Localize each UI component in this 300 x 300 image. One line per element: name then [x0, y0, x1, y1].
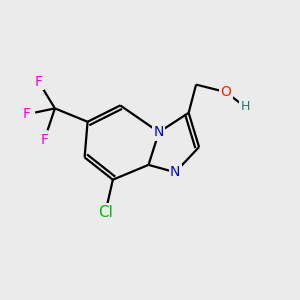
Text: N: N	[170, 165, 181, 179]
Text: H: H	[240, 100, 250, 113]
Text: O: O	[220, 85, 231, 99]
Text: Cl: Cl	[98, 205, 113, 220]
Text: N: N	[154, 125, 164, 139]
Text: F: F	[40, 133, 49, 147]
Text: F: F	[23, 107, 31, 121]
Text: F: F	[34, 75, 43, 88]
